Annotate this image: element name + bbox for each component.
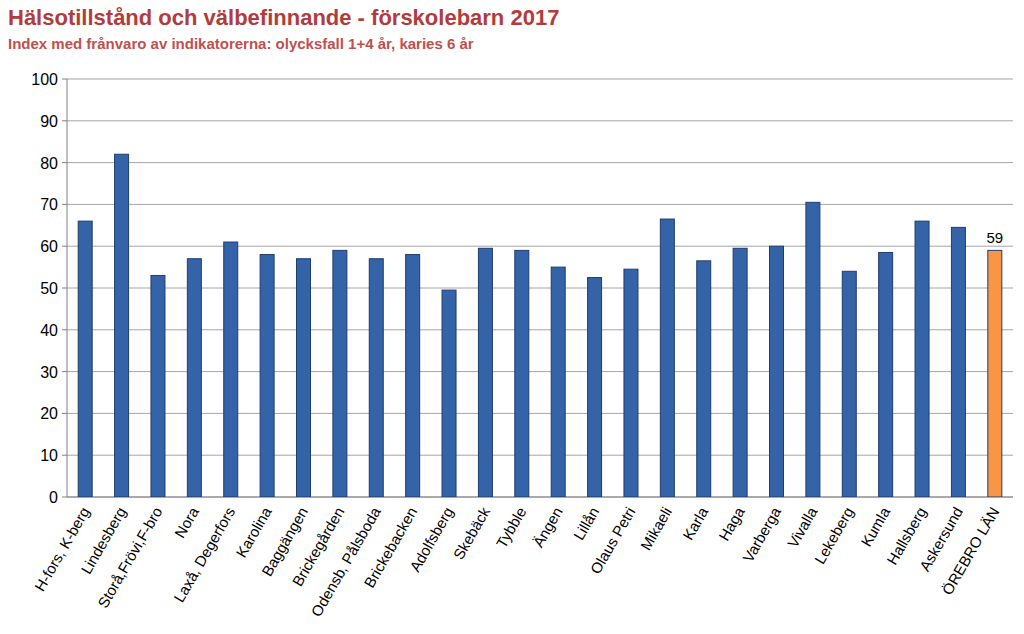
title: Hälsotillstånd och välbefinnande - försk… (8, 5, 559, 30)
bar (78, 221, 92, 497)
x-tick-label: Vivalla (784, 503, 821, 550)
bar (842, 271, 856, 497)
grid-line (67, 162, 1013, 163)
bars (78, 154, 1002, 497)
bar (770, 246, 784, 497)
y-tick-label: 70 (40, 196, 58, 213)
bar (806, 202, 820, 497)
grid-line (67, 455, 1013, 456)
x-tick-label: Adolfsberg (406, 504, 457, 575)
bar (115, 154, 129, 497)
grid-line (67, 79, 1013, 80)
grid-line (67, 497, 1013, 498)
grid-line (67, 329, 1013, 330)
x-tick-label: Lillån (570, 504, 602, 543)
x-tick-label: Laxå, Degerfors (170, 504, 238, 605)
bar (951, 227, 965, 497)
y-tick-label: 0 (49, 489, 58, 506)
subtitle: Index med frånvaro av indikatorerna: oly… (8, 35, 474, 52)
x-tick-label: Kumla (857, 503, 893, 549)
tick-mark (62, 413, 67, 414)
grid-line (67, 120, 1013, 121)
bar (151, 275, 165, 497)
grid-line (67, 413, 1013, 414)
bar (442, 290, 456, 497)
tick-mark (62, 162, 67, 163)
x-tick-label: Storå,Frövi,F-bro (94, 504, 165, 611)
x-tick-label: Ängen (529, 504, 565, 550)
x-tick-label: Mikaeli (637, 504, 675, 553)
tick-mark (62, 371, 67, 372)
x-tick-label: H-fors, K-berg (31, 504, 93, 594)
tick-mark (62, 497, 67, 498)
y-tick-label: 20 (40, 405, 58, 422)
grid-line (67, 371, 1013, 372)
tick-mark (62, 204, 67, 205)
tick-mark (62, 246, 67, 247)
bar (187, 259, 201, 497)
x-tick-label: Lekeberg (811, 504, 857, 567)
y-tick-label: 10 (40, 447, 58, 464)
bar (915, 221, 929, 497)
tick-mark (62, 329, 67, 330)
bar (879, 252, 893, 497)
bar (260, 255, 274, 497)
x-tick-label: Nora (171, 503, 202, 540)
x-tick-label: Karla (679, 503, 712, 542)
bar (478, 248, 492, 497)
y-axis (67, 79, 68, 497)
y-tick-label: 60 (40, 238, 58, 255)
tick-mark (62, 79, 67, 80)
tick-mark (62, 120, 67, 121)
bar (297, 259, 311, 497)
bar (988, 250, 1002, 497)
x-tick-label: ÖREBRO LÄN (939, 504, 1003, 598)
bar (333, 250, 347, 497)
bar (369, 259, 383, 497)
x-tick-label: Haga (715, 503, 748, 543)
tick-mark (62, 288, 67, 289)
x-tick-label: Varberga (739, 503, 784, 565)
y-tick-label: 30 (40, 364, 58, 381)
grid-line (67, 204, 1013, 205)
x-axis (67, 497, 1013, 498)
y-tick-label: 50 (40, 280, 58, 297)
tick-mark (62, 455, 67, 456)
x-tick-label: Skebäck (450, 504, 494, 563)
y-tick-label: 80 (40, 155, 58, 172)
bar (660, 219, 674, 497)
bar (733, 248, 747, 497)
data-label: 59 (986, 229, 1003, 246)
bar (224, 242, 238, 497)
bar (515, 250, 529, 497)
bar (588, 278, 602, 497)
bar (624, 269, 638, 497)
bar (406, 255, 420, 497)
y-tick-label: 90 (40, 113, 58, 130)
bar (551, 267, 565, 497)
x-tick-label: Olaus Petri (587, 504, 639, 577)
x-tick-label: Brickebacken (361, 504, 421, 590)
x-tick-label: Tybble (493, 504, 530, 551)
y-tick-label: 100 (31, 71, 58, 88)
chart: Hälsotillstånd och välbefinnande - försk… (0, 0, 1024, 634)
y-tick-label: 40 (40, 322, 58, 339)
grid-line (67, 288, 1013, 289)
grid-line (67, 246, 1013, 247)
bar (697, 261, 711, 497)
